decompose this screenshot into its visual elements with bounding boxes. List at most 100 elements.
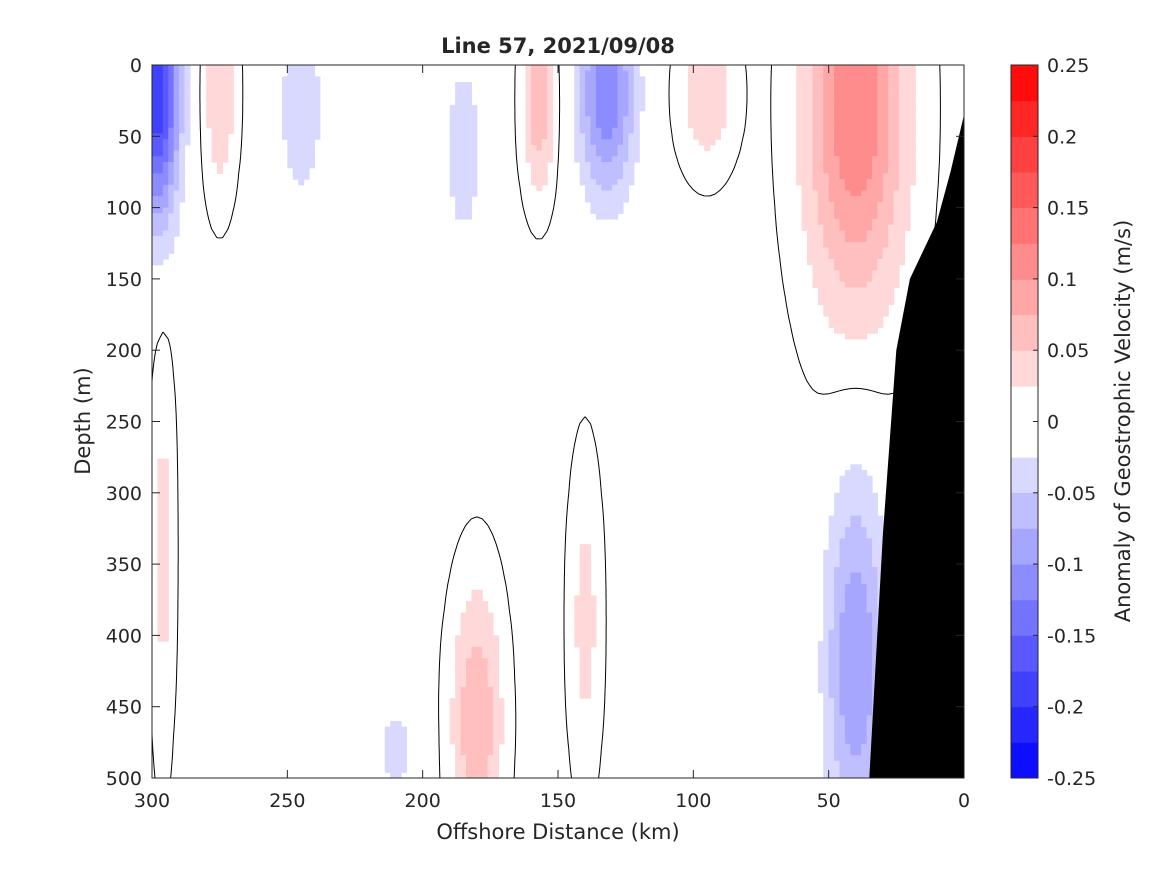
velocity-cell xyxy=(877,304,884,311)
velocity-cell xyxy=(839,561,846,568)
velocity-cell xyxy=(807,258,814,266)
velocity-cell xyxy=(812,70,819,77)
velocity-cell xyxy=(844,475,851,482)
velocity-cell xyxy=(157,144,164,152)
velocity-cell xyxy=(482,641,489,648)
velocity-cell xyxy=(601,213,608,220)
velocity-cell xyxy=(152,110,159,117)
velocity-cell xyxy=(287,133,294,140)
velocity-cell xyxy=(828,623,835,631)
velocity-cell xyxy=(850,224,857,232)
velocity-cell xyxy=(807,173,814,180)
velocity-cell xyxy=(460,207,467,214)
velocity-cell xyxy=(617,65,624,72)
velocity-cell xyxy=(157,504,164,511)
velocity-cell xyxy=(606,179,613,186)
velocity-cell xyxy=(828,578,835,585)
velocity-cell xyxy=(601,82,608,89)
velocity-cell xyxy=(834,709,841,716)
velocity-cell xyxy=(547,104,554,112)
velocity-cell xyxy=(844,663,851,671)
velocity-cell xyxy=(834,772,841,778)
velocity-cell xyxy=(850,629,857,636)
velocity-cell xyxy=(590,641,597,648)
velocity-cell xyxy=(455,93,462,100)
velocity-cell xyxy=(617,99,624,106)
velocity-cell xyxy=(850,236,857,243)
velocity-cell xyxy=(861,190,868,197)
velocity-cell xyxy=(888,139,895,146)
velocity-cell xyxy=(384,749,391,756)
velocity-cell xyxy=(855,310,862,317)
velocity-cell xyxy=(152,156,159,163)
velocity-cell xyxy=(287,104,294,112)
velocity-cell xyxy=(720,82,727,89)
velocity-cell xyxy=(184,82,191,89)
velocity-cell xyxy=(871,641,878,648)
velocity-cell xyxy=(460,150,467,157)
velocity-cell xyxy=(834,167,841,174)
velocity-cell xyxy=(844,264,851,271)
velocity-cell xyxy=(168,133,175,140)
velocity-cell xyxy=(801,156,808,163)
velocity-cell xyxy=(157,241,164,249)
velocity-cell xyxy=(606,139,613,146)
velocity-cell xyxy=(579,179,586,186)
velocity-cell xyxy=(834,606,841,614)
velocity-cell xyxy=(541,161,548,169)
velocity-cell xyxy=(211,99,218,106)
velocity-cell xyxy=(704,65,711,72)
velocity-cell xyxy=(476,738,483,745)
velocity-cell xyxy=(173,150,180,157)
velocity-cell xyxy=(612,156,619,163)
velocity-cell xyxy=(465,207,472,214)
velocity-cell xyxy=(687,82,694,89)
velocity-cell xyxy=(152,76,159,83)
velocity-cell xyxy=(541,133,548,140)
velocity-cell xyxy=(834,555,841,562)
velocity-cell xyxy=(871,635,878,642)
velocity-cell xyxy=(801,104,808,112)
velocity-cell xyxy=(796,127,803,135)
velocity-cell xyxy=(844,93,851,100)
velocity-cell xyxy=(850,521,857,528)
velocity-cell xyxy=(861,104,868,112)
velocity-cell xyxy=(834,584,841,591)
velocity-cell xyxy=(579,173,586,180)
velocity-cell xyxy=(590,167,597,174)
velocity-cell xyxy=(579,65,586,72)
velocity-cell xyxy=(807,133,814,140)
velocity-cell xyxy=(850,469,857,477)
velocity-cell xyxy=(465,133,472,140)
velocity-cell xyxy=(303,127,310,135)
velocity-cell xyxy=(487,715,494,722)
velocity-cell xyxy=(465,104,472,112)
velocity-cell xyxy=(579,589,586,597)
velocity-cell xyxy=(157,509,164,517)
velocity-cell xyxy=(455,720,462,728)
velocity-cell xyxy=(861,698,868,705)
velocity-cell xyxy=(622,110,629,117)
velocity-cell xyxy=(850,247,857,254)
velocity-cell xyxy=(574,595,581,602)
velocity-cell xyxy=(525,76,532,83)
velocity-cell xyxy=(807,93,814,100)
velocity-cell xyxy=(536,156,543,163)
velocity-cell xyxy=(866,70,873,77)
velocity-cell xyxy=(839,641,846,648)
velocity-cell xyxy=(465,686,472,694)
velocity-cell xyxy=(871,492,878,500)
velocity-cell xyxy=(157,475,164,482)
velocity-cell xyxy=(877,555,884,562)
velocity-cell xyxy=(465,150,472,157)
velocity-cell xyxy=(823,150,830,157)
velocity-cell xyxy=(855,698,862,705)
velocity-cell xyxy=(698,99,705,106)
velocity-cell xyxy=(157,635,164,642)
velocity-cell xyxy=(287,116,294,123)
velocity-cell xyxy=(482,720,489,728)
velocity-cell xyxy=(899,70,906,77)
velocity-cell xyxy=(817,207,824,214)
velocity-cell xyxy=(455,156,462,163)
velocity-cell xyxy=(888,219,895,226)
